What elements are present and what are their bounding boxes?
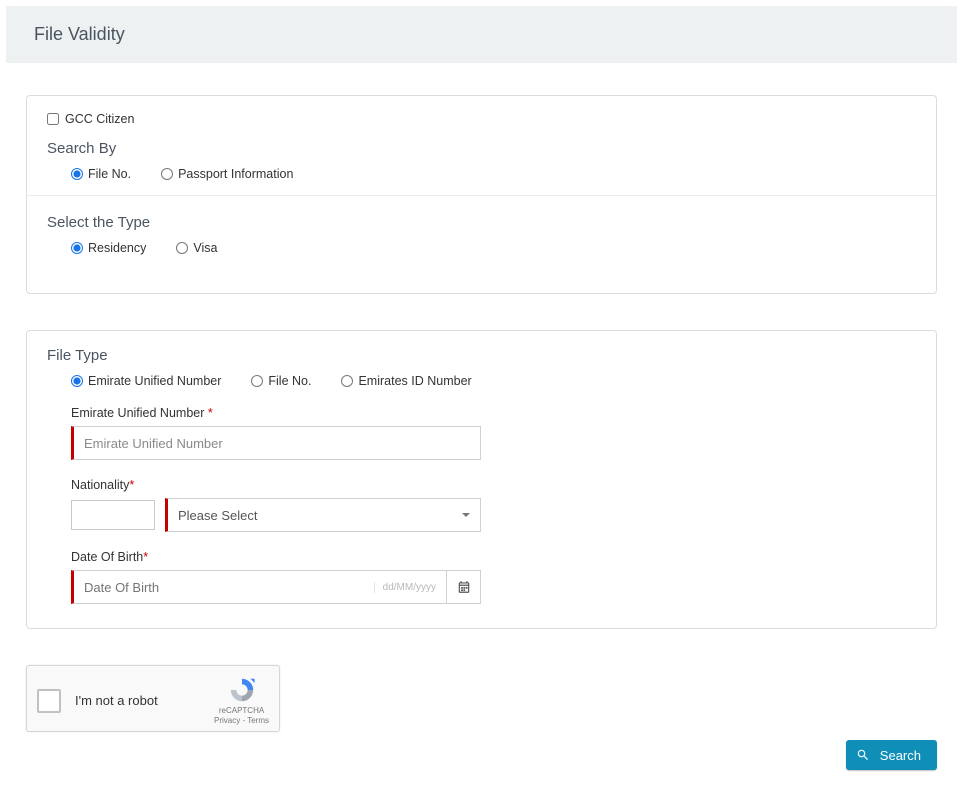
dob-input-wrap[interactable]: dd/MM/yyyy [71,570,447,604]
calendar-icon [457,580,471,594]
nationality-field: Nationality* Please Select [71,478,916,532]
panel-divider [27,195,936,196]
select-type-residency-label: Residency [88,241,146,255]
search-button-label: Search [880,748,921,763]
recaptcha-label: I'm not a robot [75,693,200,708]
select-type-title: Select the Type [47,214,916,231]
nationality-label-text: Nationality [71,478,129,492]
nationality-code-input[interactable] [71,500,155,530]
recaptcha-icon [227,676,257,704]
search-by-passport[interactable]: Passport Information [161,167,293,181]
file-type-eun-label: Emirate Unified Number [88,374,221,388]
eun-input[interactable] [74,436,480,451]
file-type-eid[interactable]: Emirates ID Number [341,374,471,388]
search-button[interactable]: Search [846,740,937,770]
calendar-button[interactable] [447,570,481,604]
file-type-fileno-label: File No. [268,374,311,388]
recaptcha-badge: reCAPTCHA Privacy - Terms [214,676,269,725]
file-type-group: Emirate Unified Number File No. Emirates… [47,374,916,388]
required-mark: * [208,406,213,420]
nationality-label: Nationality* [71,478,916,492]
gcc-citizen-label: GCC Citizen [65,112,134,126]
page-title: File Validity [34,24,929,45]
recaptcha-widget: I'm not a robot reCAPTCHA Privacy - Term… [26,665,280,732]
file-type-fileno[interactable]: File No. [251,374,311,388]
nationality-select-value: Please Select [178,508,258,523]
eun-label-text: Emirate Unified Number [71,406,208,420]
dob-label-text: Date Of Birth [71,550,143,564]
select-type-group: Residency Visa [47,241,916,255]
gcc-citizen-checkbox[interactable]: GCC Citizen [47,112,916,126]
search-criteria-panel: GCC Citizen Search By File No. Passport … [26,95,937,294]
search-by-fileno[interactable]: File No. [71,167,131,181]
search-by-passport-label: Passport Information [178,167,293,181]
file-type-panel: File Type Emirate Unified Number File No… [26,330,937,629]
page-header: File Validity [6,6,957,63]
search-by-group: File No. Passport Information [47,167,916,181]
file-type-eid-input[interactable] [341,375,353,387]
nationality-select[interactable]: Please Select [165,498,481,532]
dob-input[interactable] [84,580,374,595]
select-type-visa[interactable]: Visa [176,241,217,255]
file-type-eun-input[interactable] [71,375,83,387]
recaptcha-checkbox[interactable] [37,689,61,713]
search-by-passport-input[interactable] [161,168,173,180]
eun-label: Emirate Unified Number * [71,406,916,420]
recaptcha-brand: reCAPTCHA [214,706,269,716]
search-by-fileno-input[interactable] [71,168,83,180]
gcc-citizen-input[interactable] [47,113,59,125]
eun-input-wrap[interactable] [71,426,481,460]
required-mark: * [143,550,148,564]
file-type-eun[interactable]: Emirate Unified Number [71,374,221,388]
search-by-fileno-label: File No. [88,167,131,181]
chevron-down-icon [462,513,470,517]
select-type-residency[interactable]: Residency [71,241,146,255]
file-type-title: File Type [47,347,916,364]
file-type-fileno-input[interactable] [251,375,263,387]
search-by-title: Search By [47,140,916,157]
dob-format-hint: dd/MM/yyyy [374,582,436,593]
recaptcha-sub: Privacy - Terms [214,716,269,726]
select-type-visa-label: Visa [193,241,217,255]
file-type-eid-label: Emirates ID Number [358,374,471,388]
dob-label: Date Of Birth* [71,550,916,564]
select-type-visa-input[interactable] [176,242,188,254]
search-icon [856,748,870,762]
select-type-residency-input[interactable] [71,242,83,254]
required-mark: * [129,478,134,492]
eun-field: Emirate Unified Number * [71,406,916,460]
dob-field: Date Of Birth* dd/MM/yyyy [71,550,916,604]
